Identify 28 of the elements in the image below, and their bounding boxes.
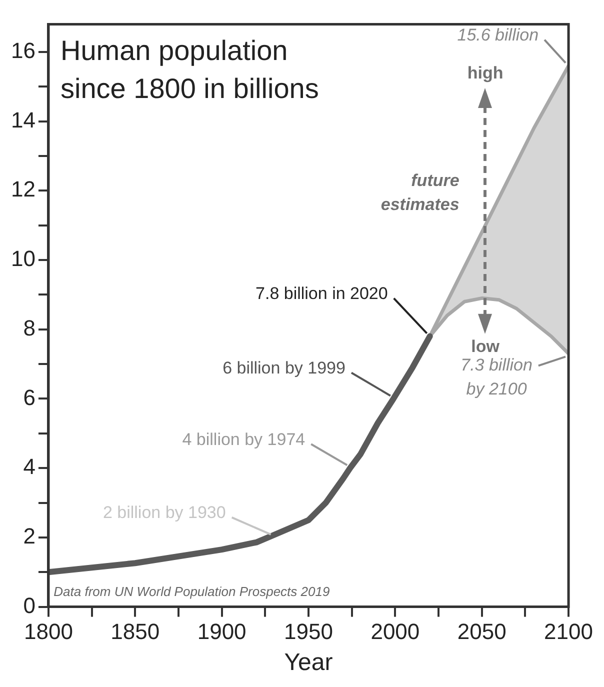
annotation: 4 billion by 1974 [182, 430, 306, 449]
y-tick-label: 12 [10, 176, 36, 202]
y-tick-label: 16 [10, 38, 36, 64]
annotation: 6 billion by 1999 [222, 358, 346, 378]
y-tick-label: 6 [23, 384, 36, 410]
annotation: 7.3 billion by 2100 [460, 355, 532, 398]
y-tick-label: 10 [10, 246, 36, 272]
annotation: future estimates [380, 171, 460, 214]
annotation: Data from UN World Population Prospects 2019 [54, 584, 330, 599]
y-tick-label: 2 [23, 524, 36, 549]
x-tick-label: 1900 [197, 619, 246, 644]
annotation: 7.8 billion in 2020 [256, 284, 388, 303]
x-tick-label: 1950 [284, 619, 333, 644]
x-tick-label: 1850 [110, 619, 160, 644]
x-tick-label: 2000 [370, 619, 420, 644]
y-tick-label: 4 [23, 454, 36, 480]
x-tick-label: 2100 [544, 619, 594, 644]
annotation: high [467, 63, 504, 82]
x-tick-label: 1800 [24, 619, 73, 644]
x-tick-label: 2050 [457, 619, 506, 644]
y-tick-label: 0 [23, 592, 36, 618]
annotation: 2 billion by 1930 [102, 503, 226, 522]
annotation: 15.6 billion [457, 26, 539, 45]
text: Human population since 1800 in billions [60, 34, 319, 104]
y-tick-label: 14 [10, 107, 36, 132]
y-tick-label: 8 [23, 315, 36, 340]
x-axis-title: Year [284, 649, 333, 676]
annotation: low [471, 337, 500, 356]
